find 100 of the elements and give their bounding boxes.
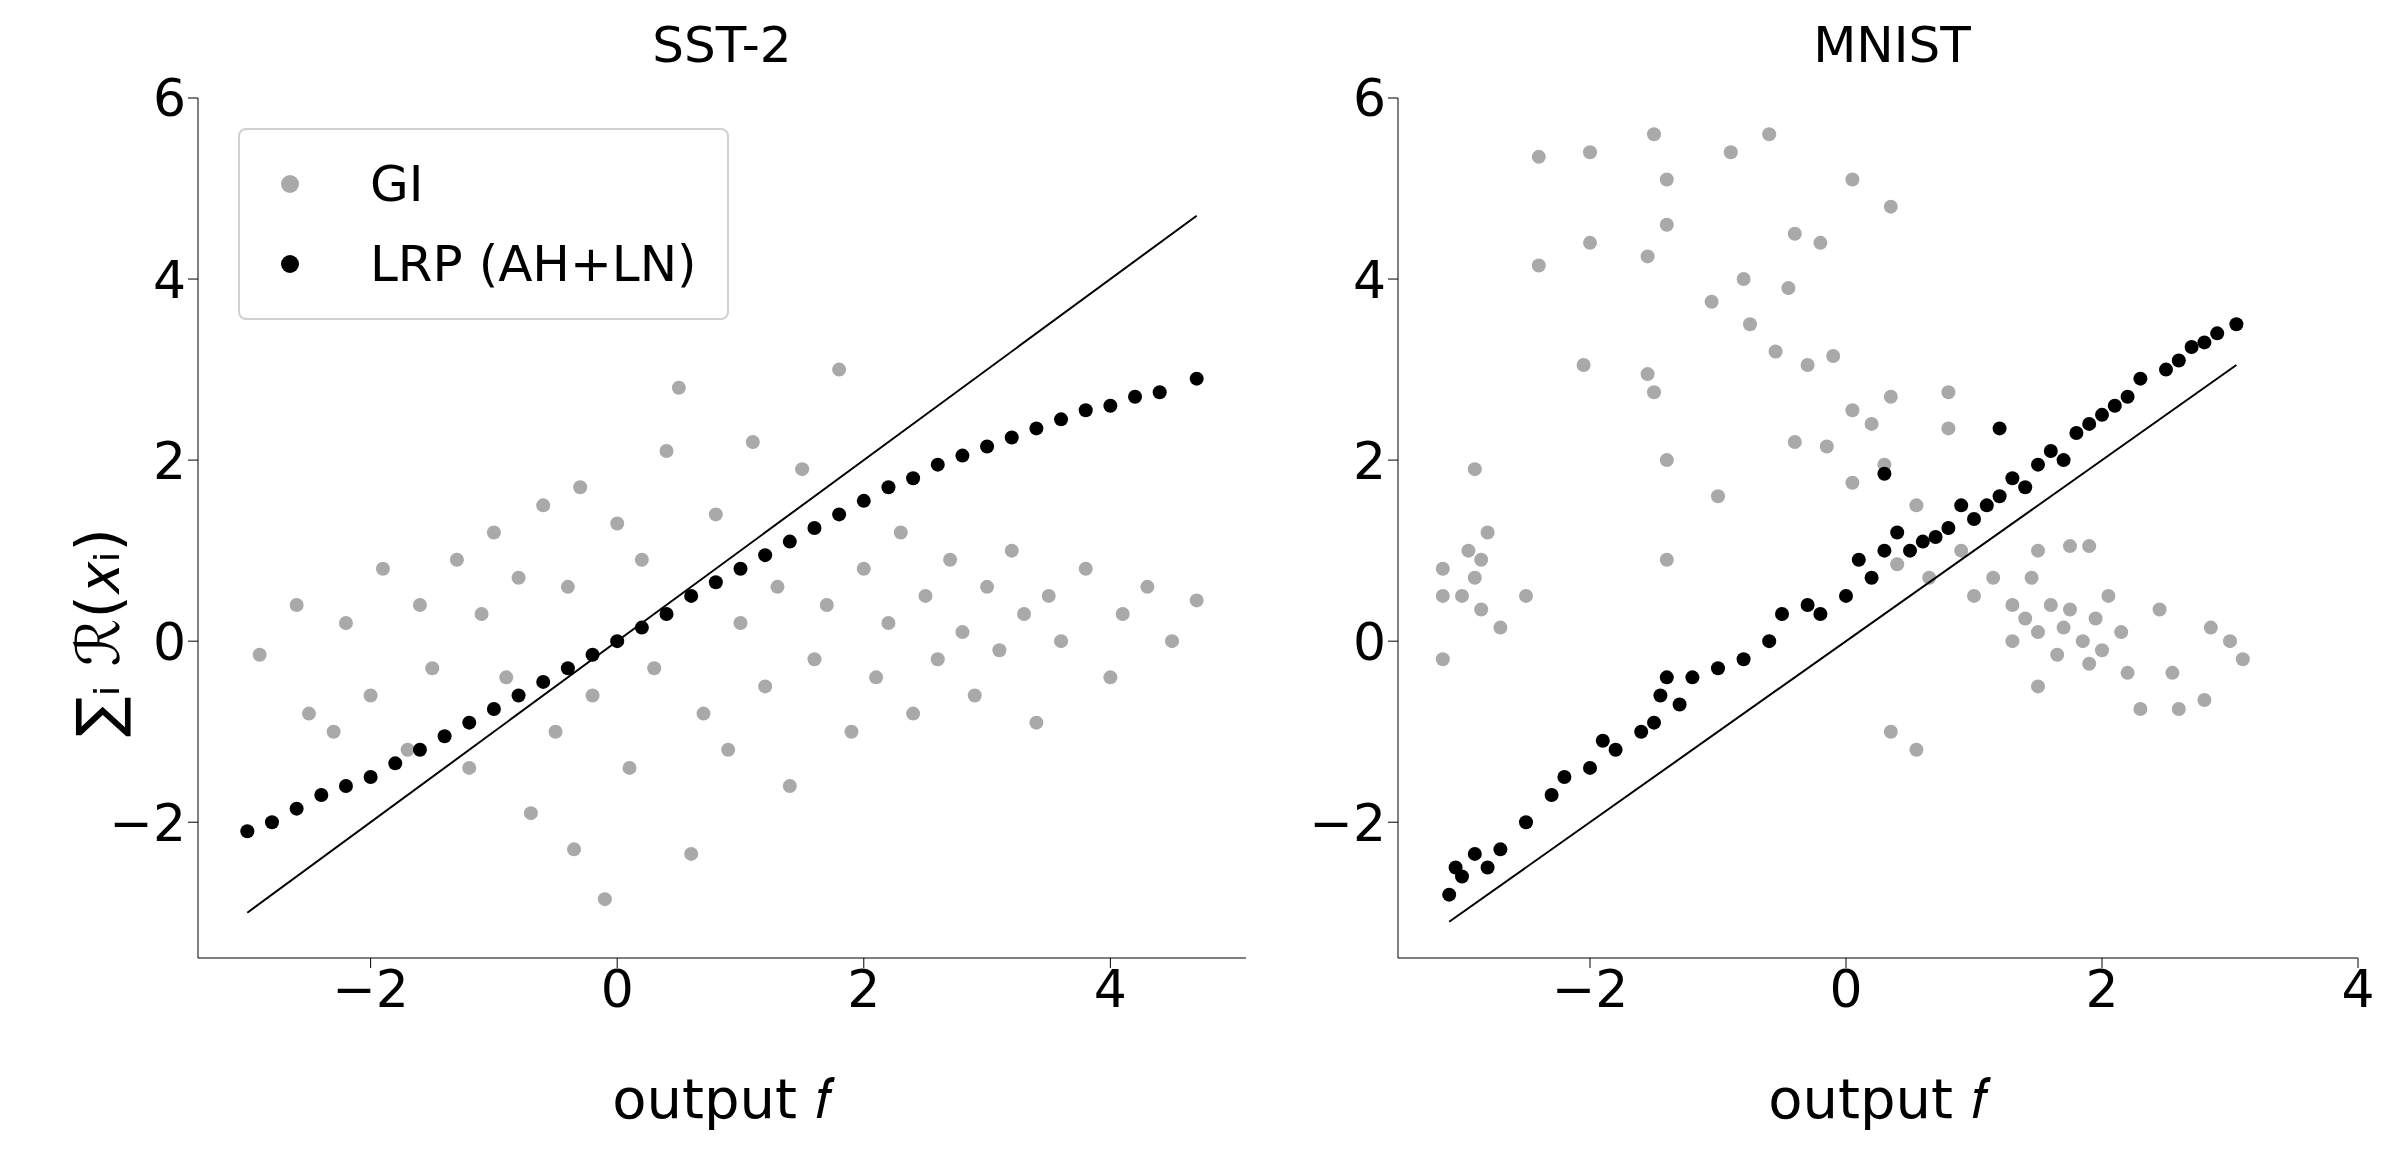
point: [2159, 362, 2173, 377]
point: [1189, 371, 1204, 386]
point: [1890, 525, 1905, 540]
point: [2107, 398, 2122, 413]
point: [2018, 480, 2033, 495]
point: [955, 448, 970, 463]
x-tick-label: 4: [2341, 958, 2375, 1019]
point: [930, 457, 945, 472]
x-axis-title: output 𝑓: [612, 1066, 835, 1131]
chart-title: MNIST: [1812, 16, 1972, 74]
point: [906, 471, 921, 486]
point: [1800, 597, 1815, 612]
point: [1839, 588, 1853, 603]
point: [1653, 688, 1668, 703]
point: [1979, 498, 1994, 513]
y-tick-label: 4: [1352, 249, 1386, 310]
point: [560, 661, 575, 676]
point: [388, 756, 403, 771]
point: [2069, 425, 2084, 440]
point: [1078, 403, 1093, 418]
point: [782, 534, 797, 549]
y-tick-label: 0: [1352, 611, 1386, 672]
legend-label: LRP (AH+LN): [370, 235, 697, 293]
legend-label: GI: [370, 155, 424, 213]
y-tick-label: 6: [1352, 68, 1386, 129]
point: [1864, 570, 1879, 585]
point: [289, 801, 304, 816]
point: [1711, 661, 1725, 676]
point: [1903, 543, 1917, 558]
point: [1736, 652, 1751, 667]
point: [1557, 769, 1572, 784]
x-tick-label: 0: [1829, 958, 1863, 1019]
x-axis-title: output 𝑓: [1768, 1066, 1991, 1131]
point: [511, 688, 526, 703]
point: [2056, 453, 2071, 468]
point: [1915, 534, 1930, 549]
point: [462, 715, 477, 730]
point: [1967, 511, 1981, 526]
point: [1672, 697, 1687, 712]
point: [1928, 530, 1943, 545]
point: [2043, 444, 2058, 459]
y-tick-label: 4: [152, 249, 186, 310]
point: [1941, 521, 1956, 535]
point: [1455, 869, 1469, 884]
point: [708, 575, 723, 590]
y-tick-label: −2: [1309, 792, 1386, 853]
point: [684, 588, 699, 603]
y-tick-label: 0: [152, 611, 186, 672]
y-tick-label: 2: [152, 430, 186, 491]
point: [314, 788, 329, 803]
y-tick-label: −2: [109, 792, 186, 853]
point: [832, 507, 847, 522]
point: [1992, 421, 2007, 436]
point: [2229, 317, 2244, 332]
point: [1583, 760, 1597, 775]
point: [2133, 371, 2148, 386]
point: [1762, 634, 1777, 649]
x-tick-label: 2: [847, 958, 881, 1019]
point: [1004, 430, 1019, 445]
x-tick-label: 0: [600, 958, 634, 1019]
point: [1647, 715, 1661, 730]
y-tick-label: 2: [1352, 430, 1386, 491]
point: [980, 439, 995, 454]
x-tick-label: 4: [1093, 958, 1127, 1019]
point: [1851, 552, 1866, 567]
point: [536, 674, 551, 689]
point: [2171, 353, 2186, 368]
point: [1054, 412, 1069, 427]
x-tick-label: −2: [332, 958, 409, 1019]
point: [881, 480, 896, 495]
point: [2031, 457, 2045, 472]
point: [1029, 421, 1044, 436]
point: [1128, 389, 1143, 404]
point: [1467, 846, 1482, 861]
point: [1659, 670, 1674, 685]
point: [2184, 339, 2199, 354]
point: [412, 742, 427, 757]
point: [363, 769, 378, 784]
point: [1634, 724, 1649, 739]
point: [1877, 543, 1892, 558]
point: [1608, 742, 1623, 757]
point: [1992, 489, 2007, 504]
point: [2095, 407, 2109, 422]
point: [1544, 788, 1559, 803]
x-tick-label: 2: [2085, 958, 2119, 1019]
point: [1152, 385, 1167, 400]
point: [807, 521, 822, 535]
point: [1103, 398, 1118, 413]
chart-title: SST-2: [651, 16, 793, 74]
point: [264, 815, 279, 830]
point: [1595, 733, 1610, 748]
point: [2120, 389, 2135, 404]
point: [1442, 887, 1457, 902]
point: [1519, 815, 1533, 830]
point: [437, 729, 452, 744]
y-tick-label: 6: [152, 68, 186, 129]
point: [1813, 607, 1828, 621]
point: [2082, 416, 2097, 431]
point: [1480, 860, 1495, 875]
point: [1685, 670, 1700, 685]
